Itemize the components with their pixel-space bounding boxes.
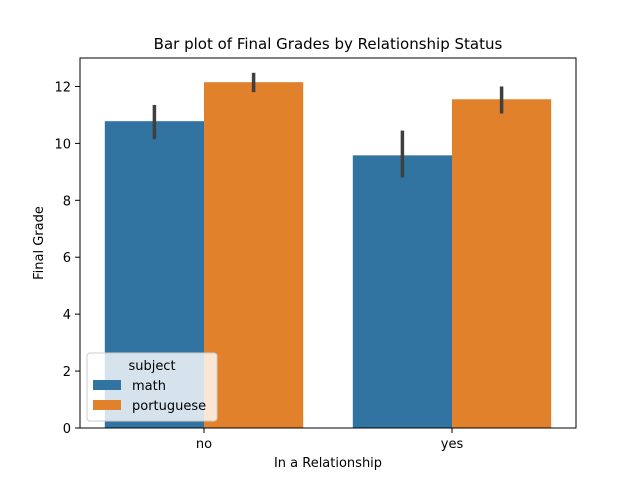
axes-layer: no yes 0 2 4 6 8 10 12 [54, 57, 577, 452]
y-axis-title: Final Grade [32, 206, 47, 280]
x-tick-label-yes: yes [441, 437, 464, 452]
y-tick-label-2: 2 [63, 365, 71, 380]
error-bars-layer [152, 72, 504, 178]
x-axis-title: In a Relationship [274, 456, 382, 471]
bar-portuguese-no [204, 82, 304, 428]
legend-swatch-portuguese [93, 400, 121, 410]
plot-frame [79, 57, 577, 429]
legend-label-math: math [132, 379, 166, 394]
y-tick-label-4: 4 [63, 308, 71, 323]
y-tick-label-6: 6 [63, 251, 71, 266]
chart-title: Bar plot of Final Grades by Relationship… [154, 35, 503, 53]
y-tick-label-0: 0 [63, 422, 71, 437]
y-tick-label-8: 8 [63, 194, 71, 209]
legend-swatch-math [93, 380, 121, 390]
y-tick-label-12: 12 [54, 80, 71, 95]
legend: subject math portuguese [86, 352, 218, 422]
x-tick-label-no: no [196, 437, 212, 452]
legend-label-portuguese: portuguese [132, 399, 206, 414]
legend-title: subject [128, 359, 175, 374]
bars-layer [104, 82, 552, 429]
bar-math-yes [352, 155, 452, 429]
y-tick-label-10: 10 [54, 137, 71, 152]
bar-portuguese-yes [452, 99, 552, 429]
